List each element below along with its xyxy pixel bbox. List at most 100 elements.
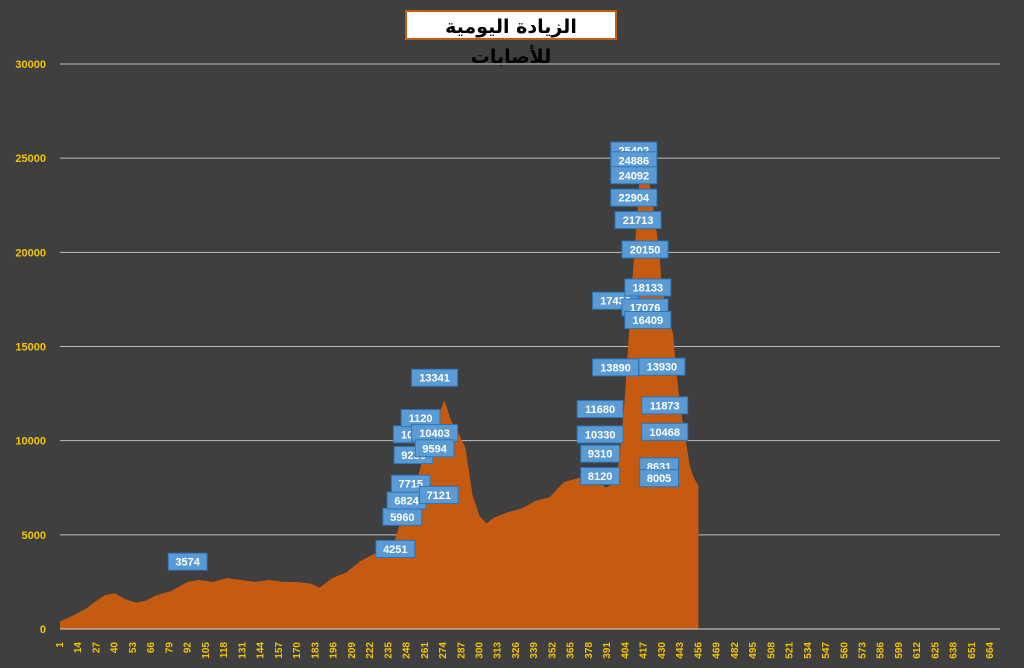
x-tick-label: 209 [347,642,358,659]
x-tick-label: 66 [146,642,157,654]
y-tick-label: 25000 [15,153,46,165]
y-tick-label: 15000 [15,342,46,354]
y-tick-label: 5000 [22,530,46,542]
data-label-box [610,188,658,207]
data-label: 13930 [647,362,678,374]
x-tick-label: 79 [164,642,175,654]
data-label: 21713 [623,215,654,227]
data-label: 9594 [422,443,447,455]
x-tick-label: 170 [292,642,303,659]
data-label: 24092 [619,170,650,182]
x-tick-label: 560 [839,642,850,659]
data-label: 20150 [630,245,661,257]
data-label: 16409 [633,315,664,327]
data-label: 18133 [633,282,664,294]
x-tick-label: 248 [402,642,413,659]
data-label-box [576,400,624,419]
data-label-box [639,469,679,488]
data-label-box [576,425,624,444]
data-label-box [641,422,689,441]
data-label: 13890 [600,362,631,374]
x-tick-label: 547 [821,642,832,659]
data-label: 4251 [383,544,407,556]
y-tick-label: 10000 [15,436,46,448]
data-label: 8005 [647,473,671,485]
x-tick-label: 391 [602,642,613,659]
data-label: 10330 [585,429,616,441]
x-tick-label: 53 [128,642,139,654]
x-tick-label: 638 [949,642,960,659]
x-tick-label: 1 [55,642,66,648]
x-tick-label: 14 [73,642,84,654]
x-tick-label: 664 [985,642,996,659]
x-tick-label: 404 [620,642,631,659]
data-label-box [414,439,455,458]
data-label: 10403 [419,428,450,440]
data-label-box [641,396,689,415]
data-label-box [638,357,686,376]
data-label-box [621,240,669,259]
x-tick-label: 27 [91,642,102,654]
x-tick-label: 196 [329,642,340,659]
x-tick-label: 274 [438,642,449,659]
x-tick-label: 118 [219,642,230,659]
data-label-box [624,310,672,329]
x-tick-label: 586 [876,642,887,659]
x-tick-label: 326 [511,642,522,659]
x-tick-label: 534 [803,642,814,659]
x-tick-label: 612 [912,642,923,659]
data-label: 1120 [409,413,433,425]
data-label-box [167,552,208,571]
x-tick-label: 105 [201,642,212,659]
area-series [60,150,699,629]
data-label-box [375,539,416,558]
data-label: 7121 [427,490,451,502]
data-label: 8120 [588,471,612,483]
x-tick-label: 469 [712,642,723,659]
x-tick-label: 365 [566,642,577,659]
data-label: 11680 [585,404,615,416]
x-tick-label: 222 [365,642,376,659]
x-tick-label: 521 [785,642,796,659]
x-tick-label: 482 [730,642,741,659]
y-tick-label: 30000 [15,59,46,71]
data-label: 5960 [390,512,414,524]
y-tick-label: 20000 [15,247,46,259]
data-label-box [411,368,459,387]
x-tick-label: 651 [967,642,978,659]
data-label: 9310 [588,449,612,461]
x-tick-label: 157 [274,642,285,659]
x-tick-label: 92 [183,642,194,654]
x-tick-label: 378 [584,642,595,659]
x-tick-label: 183 [310,642,321,659]
data-label-box [418,485,459,504]
data-label: 22904 [619,193,650,205]
x-tick-label: 495 [748,642,759,659]
x-tick-label: 352 [547,642,558,659]
data-label: 10468 [649,427,680,439]
data-label: 11873 [650,400,680,412]
data-label-box [614,211,662,230]
x-tick-label: 313 [493,642,504,659]
data-label-box [624,278,672,297]
x-tick-label: 144 [256,642,267,659]
x-tick-label: 430 [657,642,668,659]
x-tick-label: 599 [894,642,905,659]
data-label: 7715 [399,479,423,491]
data-label: 6824 [394,495,419,507]
x-tick-label: 131 [237,642,248,659]
y-tick-label: 0 [40,624,46,636]
x-tick-label: 456 [693,642,704,659]
x-tick-label: 417 [639,642,650,659]
data-label: 24886 [619,155,650,167]
x-tick-label: 235 [383,642,394,659]
x-tick-label: 339 [529,642,540,659]
x-tick-label: 508 [766,642,777,659]
x-tick-label: 287 [456,642,467,659]
x-tick-label: 40 [110,642,121,654]
data-label: 3574 [175,557,200,569]
data-label-box [610,166,658,185]
x-tick-label: 261 [420,642,431,659]
